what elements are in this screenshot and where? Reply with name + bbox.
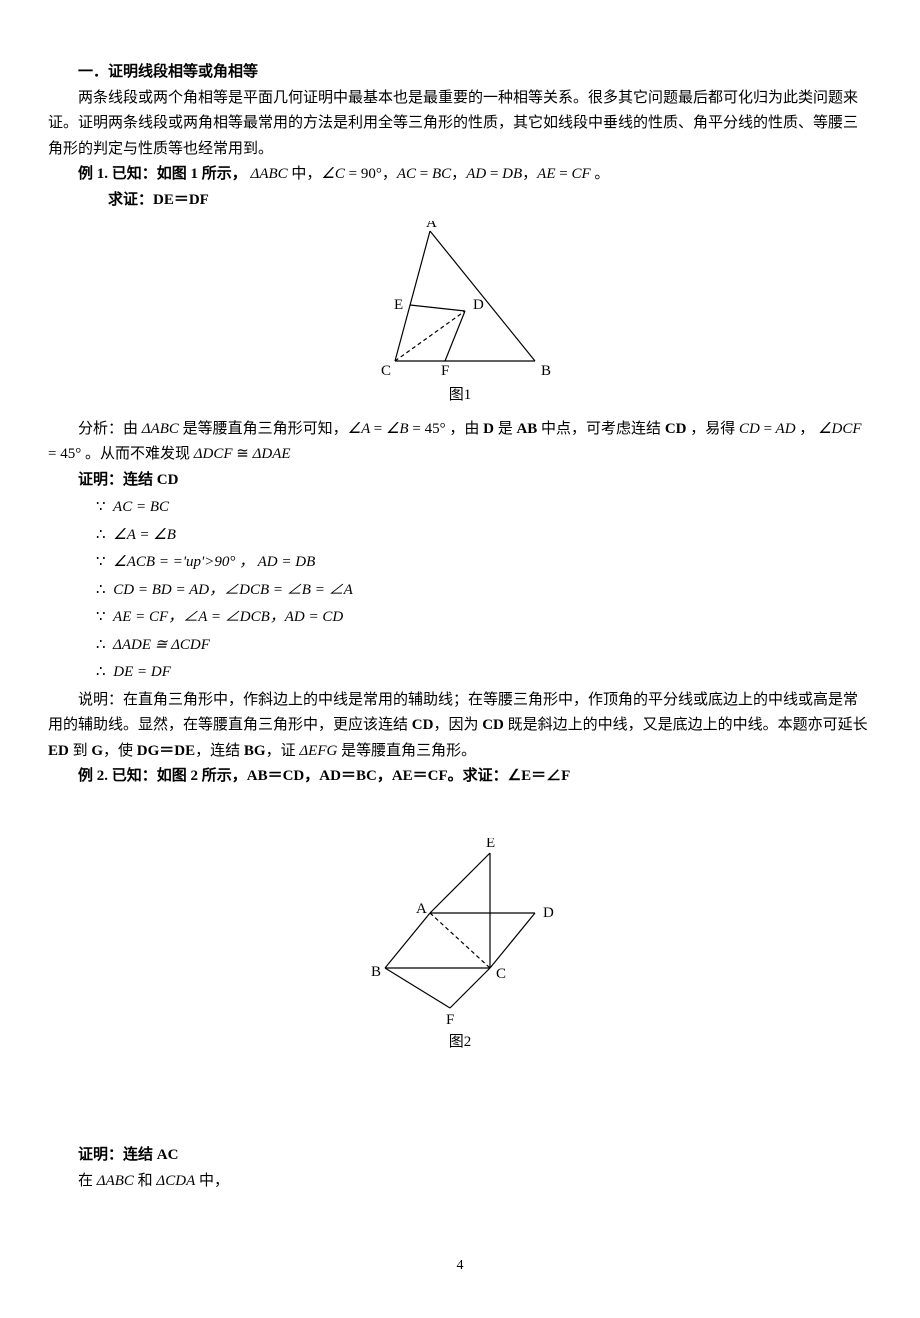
proof-line: ∴ DE = DF xyxy=(96,660,872,686)
proof-line: ∵ AE = CF，∠A = ∠DCB，AD = CD xyxy=(96,605,872,631)
proof-line: ∵ ∠ACB = ='up'>90° ， AD = DB xyxy=(96,550,872,576)
svg-text:D: D xyxy=(473,297,484,313)
section-title: 一．证明线段相等或角相等 xyxy=(48,60,872,86)
example1-proof-lines: ∵ AC = BC∴ ∠A = ∠B∵ ∠ACB = ='up'>90° ， A… xyxy=(96,495,872,686)
proof-line: ∵ AC = BC xyxy=(96,495,872,521)
intro-paragraph: 两条线段或两个角相等是平面几何证明中最基本也是最重要的一种相等关系。很多其它问题… xyxy=(48,86,872,163)
spacer xyxy=(48,790,872,830)
proof-line: ∴ ΔADE ≅ ΔCDF xyxy=(96,633,872,659)
example1-proof-label: 证明：连结 CD xyxy=(48,468,872,494)
figure-1-svg: A C B E D F xyxy=(365,221,555,381)
spacer-2 xyxy=(48,1063,872,1143)
proof-line: ∴ ∠A = ∠B xyxy=(96,523,872,549)
svg-text:A: A xyxy=(426,221,437,231)
svg-text:C: C xyxy=(496,966,506,982)
svg-text:D: D xyxy=(543,905,554,921)
analysis-body: ΔABC 是等腰直角三角形可知，∠A = ∠B = 45° ，由 D 是 AB … xyxy=(48,421,862,463)
svg-text:F: F xyxy=(441,363,449,379)
svg-text:A: A xyxy=(416,901,427,917)
example1-analysis: 分析：由 ΔABC 是等腰直角三角形可知，∠A = ∠B = 45° ，由 D … xyxy=(48,417,872,468)
example2-proof-label: 证明：连结 AC xyxy=(48,1143,872,1169)
figure-2: E A D B C F 图2 xyxy=(48,838,872,1056)
proof-line: ∴ CD = BD = AD，∠DCB = ∠B = ∠A xyxy=(96,578,872,604)
svg-text:B: B xyxy=(371,964,381,980)
analysis-prefix: 分析：由 xyxy=(78,421,142,437)
figure-1-caption: 图1 xyxy=(48,383,872,409)
page-number: 4 xyxy=(48,1254,872,1278)
example1-note: 说明：在直角三角形中，作斜边上的中线是常用的辅助线；在等腰三角形中，作顶角的平分… xyxy=(48,688,872,765)
example1-given: 例 1. 已知：如图 1 所示， ΔABC 中，∠C = 90°，AC = BC… xyxy=(48,162,872,188)
svg-text:B: B xyxy=(541,363,551,379)
svg-text:E: E xyxy=(394,297,403,313)
svg-text:C: C xyxy=(381,363,391,379)
figure-2-caption: 图2 xyxy=(48,1030,872,1056)
svg-text:E: E xyxy=(486,838,495,851)
example2-line2: 在 ΔABC 和 ΔCDA 中， xyxy=(48,1169,872,1195)
example1-conditions: ΔABC 中，∠C = 90°，AC = BC，AD = DB，AE = CF … xyxy=(251,166,610,182)
figure-2-svg: E A D B C F xyxy=(355,838,565,1028)
example1-prefix: 例 1. 已知：如图 1 所示， xyxy=(78,166,247,182)
example1-prove: 求证：DE＝DF xyxy=(48,188,872,214)
svg-text:F: F xyxy=(446,1012,454,1028)
example2-text: 例 2. 已知：如图 2 所示，AB＝CD，AD＝BC，AE＝CF。求证：∠E＝… xyxy=(48,764,872,790)
figure-1: A C B E D F 图1 xyxy=(48,221,872,409)
